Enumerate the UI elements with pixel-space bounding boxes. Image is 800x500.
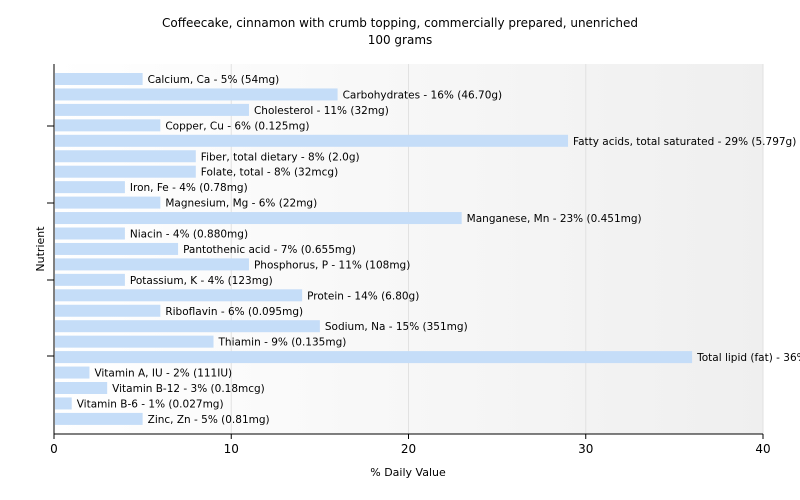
bar [55,103,249,116]
bar-label: Folate, total - 8% (32mcg) [201,167,338,179]
bar-label: Calcium, Ca - 5% (54mg) [148,74,280,86]
chart-subtitle: 100 grams [368,33,433,47]
bar [55,397,72,410]
bar-label: Carbohydrates - 16% (46.70g) [343,89,503,101]
bar-label: Potassium, K - 4% (123mg) [130,275,273,287]
bar [55,320,320,333]
bar-label: Thiamin - 9% (0.135mg) [218,337,347,349]
bar-label: Pantothenic acid - 7% (0.655mg) [183,244,356,256]
x-axis-ticks: 0 10 20 30 40 [50,434,771,456]
bar-label: Magnesium, Mg - 6% (22mg) [165,198,317,210]
bar [55,150,196,163]
bar-label: Riboflavin - 6% (0.095mg) [165,306,303,318]
bar [55,119,161,132]
bar-label: Fiber, total dietary - 8% (2.0g) [201,151,360,163]
bar [55,289,303,302]
bar-label: Zinc, Zn - 5% (0.81mg) [148,414,270,426]
y-axis-title: Nutrient [34,226,47,272]
x-tick-label: 10 [224,442,239,456]
bar [55,73,143,85]
bar [55,412,143,425]
bar-label: Cholesterol - 11% (32mg) [254,105,389,117]
bar [55,88,338,101]
bar [55,181,125,194]
bar [55,165,196,178]
x-tick-label: 30 [578,442,593,456]
chart-title: Coffeecake, cinnamon with crumb topping,… [162,16,638,30]
bar-label: Copper, Cu - 6% (0.125mg) [165,120,309,132]
bar [55,196,161,209]
bar-label: Niacin - 4% (0.880mg) [130,229,248,241]
bar-labels: Calcium, Ca - 5% (54mg) Carbohydrates - 1… [77,74,800,426]
bar-label: Vitamin B-12 - 3% (0.18mcg) [112,383,265,395]
bar [55,366,90,379]
bar-label: Phosphorus, P - 11% (108mg) [254,259,410,271]
bar [55,258,249,271]
y-axis-ticks [47,125,54,357]
bar-label: Protein - 14% (6.80g) [307,290,419,302]
bar-label: Sodium, Na - 15% (351mg) [325,321,468,333]
gridlines [230,64,764,434]
bar [55,212,462,225]
bar [55,382,108,394]
bar-label: Iron, Fe - 4% (0.78mg) [130,182,248,194]
bar-label: Total lipid (fat) - 36% (23.30g) [696,352,800,364]
bar [55,227,125,240]
bars [55,73,693,425]
bar [55,351,693,364]
x-tick-label: 40 [755,442,770,456]
bar [55,134,569,147]
bar-label: Manganese, Mn - 23% (0.451mg) [467,213,642,225]
bar-label: Vitamin B-6 - 1% (0.027mg) [77,398,224,410]
x-tick-label: 20 [401,442,416,456]
x-tick-label: 0 [50,442,58,456]
bar [55,304,161,317]
x-axis-title: % Daily Value [370,466,446,479]
bar [55,242,179,255]
bar-label: Fatty acids, total saturated - 29% (5.79… [573,136,796,148]
bar-label: Vitamin A, IU - 2% (111IU) [94,368,232,380]
bar [55,335,214,348]
bar [55,273,125,286]
